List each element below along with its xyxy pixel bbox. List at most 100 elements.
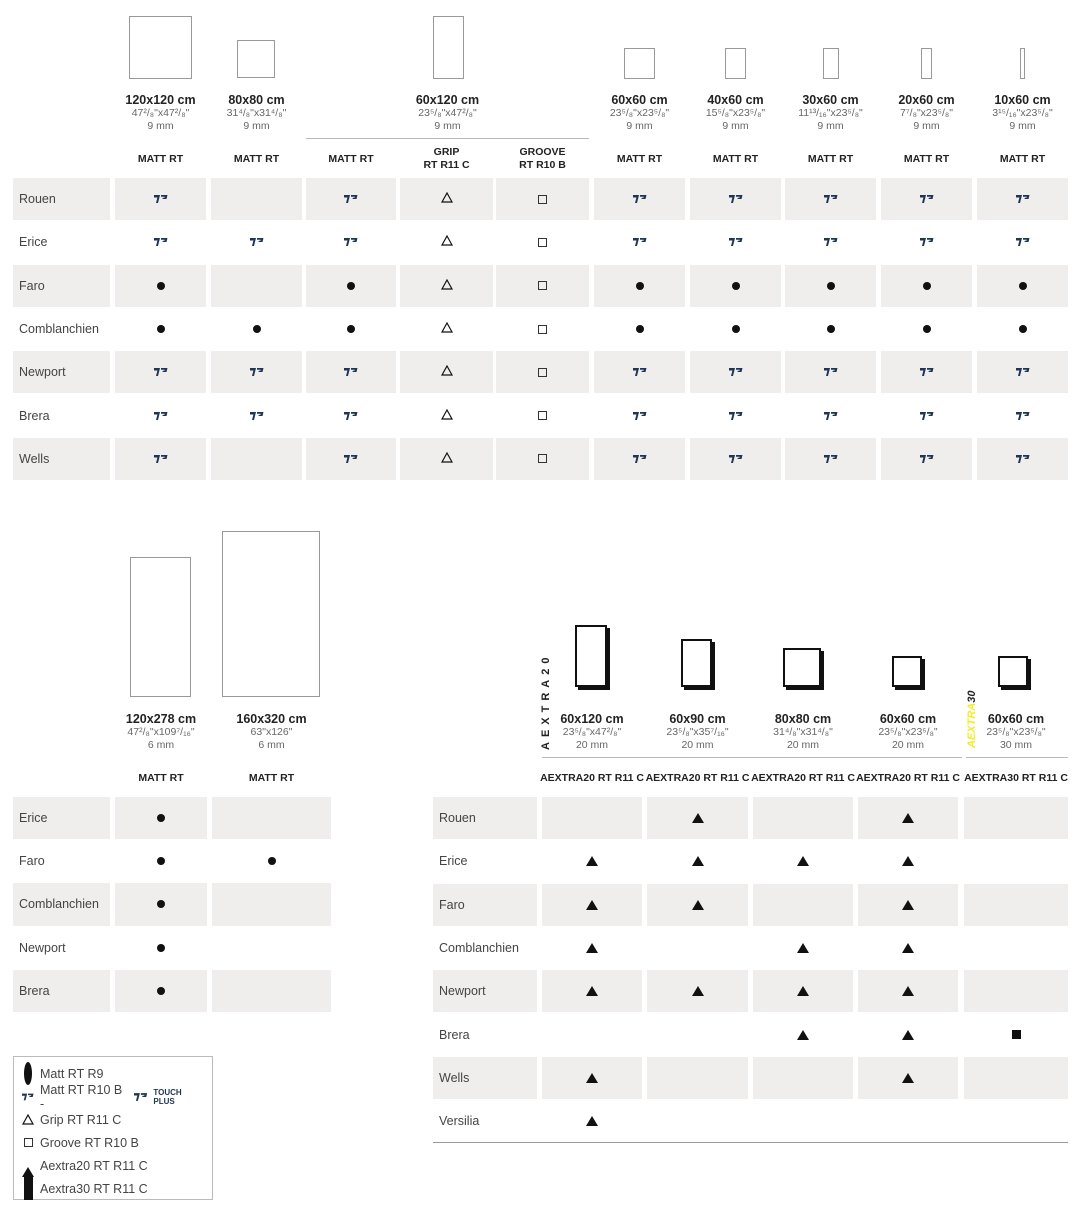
availability-cell [400, 221, 493, 263]
availability-cell [858, 1056, 958, 1100]
availability-cell [306, 437, 396, 481]
dot-icon [157, 857, 165, 866]
size-header: 10x60 cm 3¹⁵/₁₆"x23⁵/₈" 9 mm [977, 94, 1068, 133]
tile-preview [681, 639, 712, 687]
tile-preview [237, 40, 275, 78]
aextra30-logo: AEXTRA30 [966, 691, 978, 748]
availability-cell [964, 883, 1068, 926]
legend-label: Aextra20 RT R11 C [40, 1158, 148, 1173]
touch-plus-icon [823, 368, 837, 377]
size-inch: 23⁵/₈"x35⁷/₁₆" [666, 726, 729, 738]
availability-cell [881, 308, 972, 350]
triangle-filled-icon [22, 1154, 34, 1177]
availability-cell [753, 797, 853, 840]
legend-label: Matt RT R9 [40, 1066, 104, 1081]
availability-cell [858, 927, 958, 969]
row-label-newport: Newport [19, 940, 66, 955]
availability-cell [858, 970, 958, 1013]
size-inch: 11¹³/₁₆"x23⁵/₈" [798, 107, 863, 119]
availability-cell [400, 178, 493, 221]
triangle-filled-icon [902, 856, 914, 867]
tile-preview [222, 531, 320, 697]
legend-icon-wrap [22, 1138, 34, 1147]
dot-icon [1018, 325, 1027, 334]
triangle-filled-icon [586, 943, 598, 954]
triangle-filled-icon [902, 1029, 914, 1040]
row-label-comblanchien: Comblanchien [13, 883, 110, 926]
touch-plus-icon [728, 411, 742, 420]
size-header: 160x320 cm 63"x126" 6 mm [212, 713, 331, 752]
triangle-filled-icon [797, 1029, 809, 1040]
availability-cell [115, 437, 206, 481]
availability-cell [211, 395, 302, 437]
dot-icon [922, 325, 931, 334]
touch-plus-icon [632, 411, 646, 420]
availability-cell [115, 927, 207, 969]
triangle-outline-icon [22, 1108, 34, 1131]
availability-cell [977, 437, 1068, 481]
size-mm: 9 mm [817, 120, 844, 132]
touch-plus-icon [728, 454, 742, 463]
triangle-outline-icon [440, 407, 453, 425]
square-outline-icon [538, 454, 547, 464]
size-header: 60x60 cm 23⁵/₈"x23⁵/₈" 30 mm [964, 713, 1068, 752]
legend-item: Aextra20 RT R11 C [22, 1154, 204, 1177]
dot-icon [1018, 281, 1027, 290]
legend-icon-wrap [22, 1177, 34, 1200]
square-outline-icon [538, 237, 547, 247]
size-mm: 9 mm [434, 120, 461, 132]
legend-item: Matt RT R10 B - TOUCH PLUS [22, 1083, 204, 1111]
size-header: 60x120 cm 23⁵/₈"x47²/₈" 9 mm [306, 94, 589, 133]
legend-item: Groove RT R10 B [22, 1131, 204, 1154]
row-label-faro: Faro [433, 883, 537, 926]
size-size: 80x80 cm [228, 93, 285, 107]
triangle-outline-icon [440, 363, 453, 381]
touch-plus-icon [919, 454, 933, 463]
dot-icon [252, 325, 261, 334]
size-mm: 9 mm [722, 120, 749, 132]
touch-plus-icon [344, 368, 358, 377]
triangle-filled-icon [586, 1072, 598, 1083]
availability-cell [496, 221, 589, 263]
triangle-filled-icon [797, 856, 809, 867]
triangle-filled-icon [902, 986, 914, 997]
size-size: 20x60 cm [898, 93, 955, 107]
availability-cell [115, 797, 207, 840]
availability-cell [753, 927, 853, 969]
dot-icon [157, 814, 165, 823]
availability-cell [211, 178, 302, 221]
touch-plus-icon [153, 195, 167, 204]
availability-cell [964, 1014, 1068, 1056]
availability-cell [211, 221, 302, 263]
size-header: 80x80 cm 31⁴/₈"x31⁴/₈" 20 mm [753, 713, 853, 752]
tile-preview [575, 625, 607, 687]
availability-cell [785, 395, 876, 437]
aextra30-logo-number: 30 [966, 690, 978, 703]
touch-plus-icon [728, 368, 742, 377]
availability-cell [115, 840, 207, 882]
touch-plus-icon [153, 238, 167, 247]
size-header: 60x60 cm 23⁵/₈"x23⁵/₈" 9 mm [594, 94, 685, 133]
availability-cell [542, 1056, 642, 1100]
availability-cell [647, 840, 748, 882]
availability-cell [496, 395, 589, 437]
availability-cell [977, 264, 1068, 307]
availability-cell [690, 308, 781, 350]
availability-cell [647, 1100, 748, 1142]
touch-plus-icon [153, 411, 167, 420]
triangle-outline-icon [440, 277, 453, 295]
availability-cell [881, 351, 972, 394]
row-label-brera: Brera [13, 969, 110, 1012]
size-inch: 23⁵/₈"x23⁵/₈" [878, 726, 938, 738]
availability-cell [647, 797, 748, 840]
availability-cell [785, 264, 876, 307]
availability-cell [964, 1056, 1068, 1100]
row-label-comblanchien: Comblanchien [439, 941, 519, 956]
square-outline-icon [538, 411, 547, 421]
size-mm: 9 mm [243, 120, 270, 132]
row-label-erice: Erice [13, 797, 110, 840]
touch-plus-icon [1015, 238, 1029, 247]
touch-plus-icon [133, 1092, 147, 1101]
availability-cell [211, 437, 302, 481]
availability-cell [306, 395, 396, 437]
